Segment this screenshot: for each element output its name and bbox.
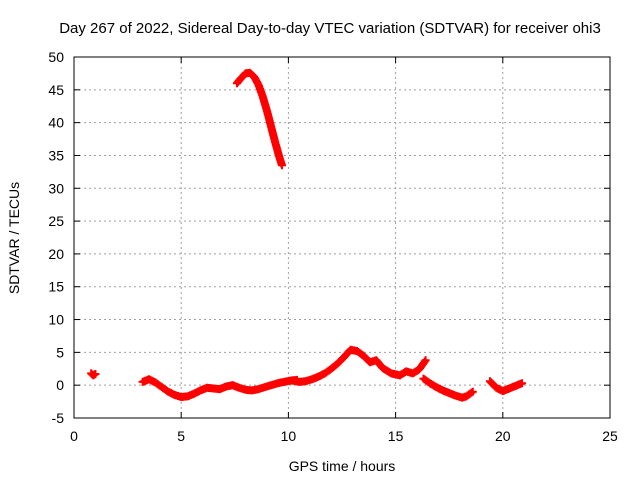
x-tick-label: 0	[70, 428, 78, 444]
chart-title: Day 267 of 2022, Sidereal Day-to-day VTE…	[59, 20, 601, 37]
data-point	[91, 370, 100, 379]
x-tick-label: 15	[388, 428, 404, 444]
x-tick-label: 20	[495, 428, 511, 444]
grid-lines	[74, 57, 610, 418]
data-point	[421, 356, 430, 365]
y-tick-label: -5	[52, 410, 65, 426]
x-axis-label: GPS time / hours	[289, 458, 396, 474]
data-point	[277, 161, 286, 170]
y-tick-label: 15	[48, 279, 64, 295]
y-tick-label: 50	[48, 49, 64, 65]
y-tick-label: 5	[56, 344, 64, 360]
y-tick-label: 10	[48, 312, 64, 328]
y-axis-ticks: -5 0 5 10 15 20 25 30 35 40 45 50	[48, 49, 610, 426]
y-tick-label: 20	[48, 246, 64, 262]
y-tick-label: 30	[48, 180, 64, 196]
x-axis-ticks: 0 5 10 15 20 25	[70, 57, 618, 444]
y-tick-label: 35	[48, 147, 64, 163]
y-axis-label: SDTVAR / TECUs	[6, 182, 22, 294]
y-tick-label: 0	[56, 377, 64, 393]
y-tick-label: 45	[48, 82, 64, 98]
y-tick-label: 40	[48, 115, 64, 131]
x-tick-label: 5	[177, 428, 185, 444]
data-points	[87, 68, 527, 402]
plot-frame	[73, 56, 611, 419]
data-point	[518, 379, 527, 388]
data-point	[468, 387, 477, 396]
y-tick-label: 25	[48, 213, 64, 229]
x-tick-label: 10	[281, 428, 297, 444]
x-tick-label: 25	[602, 428, 618, 444]
